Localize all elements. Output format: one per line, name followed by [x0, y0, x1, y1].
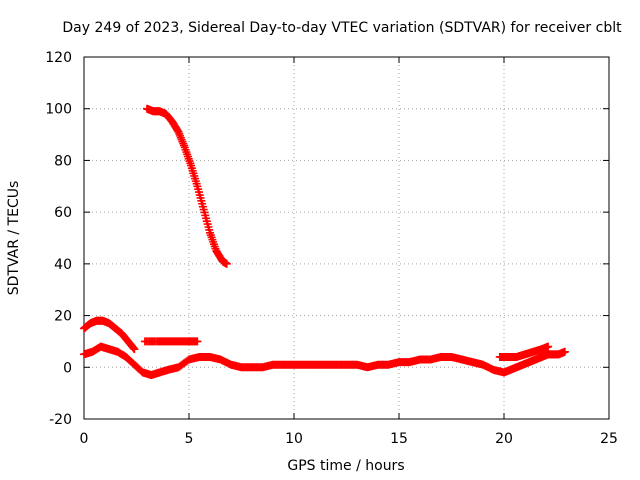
- x-tick-label: 25: [600, 431, 618, 447]
- x-axis-label: GPS time / hours: [287, 458, 404, 474]
- y-tick-label: 120: [45, 50, 72, 66]
- data-point: [130, 345, 139, 354]
- series-arc-late-rise: [495, 342, 553, 361]
- y-tick-label: 20: [54, 309, 72, 325]
- axis-ticks: 0 5 10 15 20 25 -20 0 20 40 60 80 100 120: [45, 50, 618, 447]
- y-tick-label: 100: [45, 102, 72, 118]
- x-tick-label: 15: [390, 431, 408, 447]
- y-tick-label: -20: [49, 412, 72, 428]
- data-point: [560, 347, 569, 356]
- x-tick-label: 5: [185, 431, 194, 447]
- data-points: [80, 104, 569, 380]
- y-tick-label: 40: [54, 257, 72, 273]
- series-arc-early-hump: [80, 316, 139, 354]
- y-axis-label: SDTVAR / TECUs: [6, 181, 22, 296]
- y-tick-label: 80: [54, 153, 72, 169]
- data-point: [544, 342, 553, 351]
- series-arc-end-pair: [542, 347, 569, 359]
- chart-title: Day 249 of 2023, Sidereal Day-to-day VTE…: [62, 20, 622, 36]
- series-arc-high-descent: [143, 104, 231, 268]
- plot-frame: [83, 56, 610, 420]
- y-tick-label: 0: [63, 360, 72, 376]
- data-point: [222, 259, 231, 268]
- x-tick-label: 0: [80, 431, 89, 447]
- series-arc-main-low: [80, 342, 553, 380]
- grid-lines: [84, 57, 609, 419]
- x-tick-label: 20: [495, 431, 513, 447]
- series-arc-flat-ten: [140, 337, 202, 346]
- x-tick-label: 10: [285, 431, 303, 447]
- y-tick-label: 60: [54, 205, 72, 221]
- data-point: [193, 337, 202, 346]
